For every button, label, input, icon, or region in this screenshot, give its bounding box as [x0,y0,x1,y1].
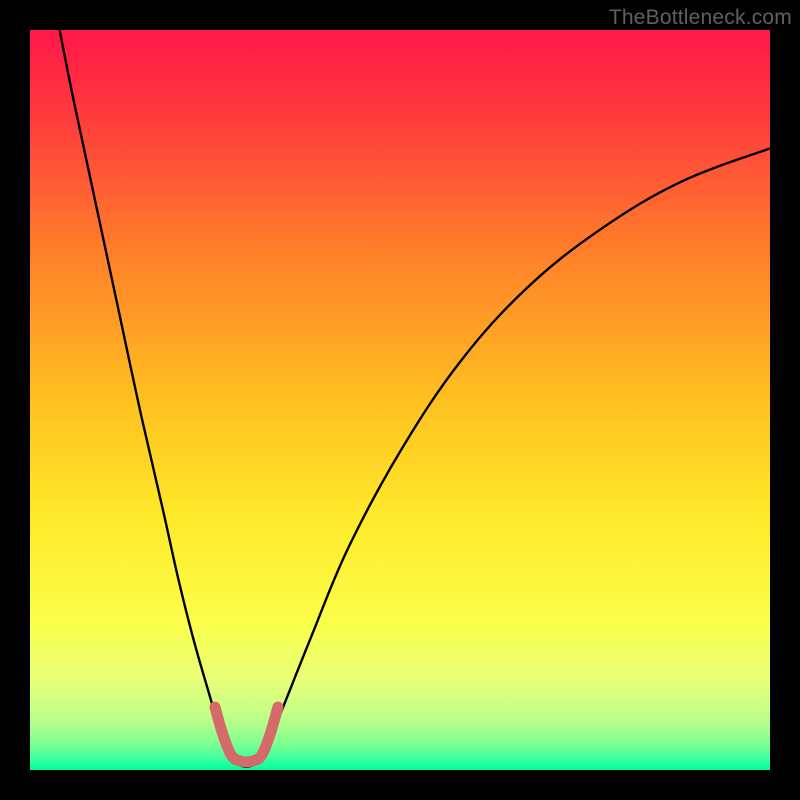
chart-svg [30,30,770,770]
chart-background [30,30,770,770]
bottleneck-chart [30,30,770,770]
watermark-label: TheBottleneck.com [609,6,792,30]
